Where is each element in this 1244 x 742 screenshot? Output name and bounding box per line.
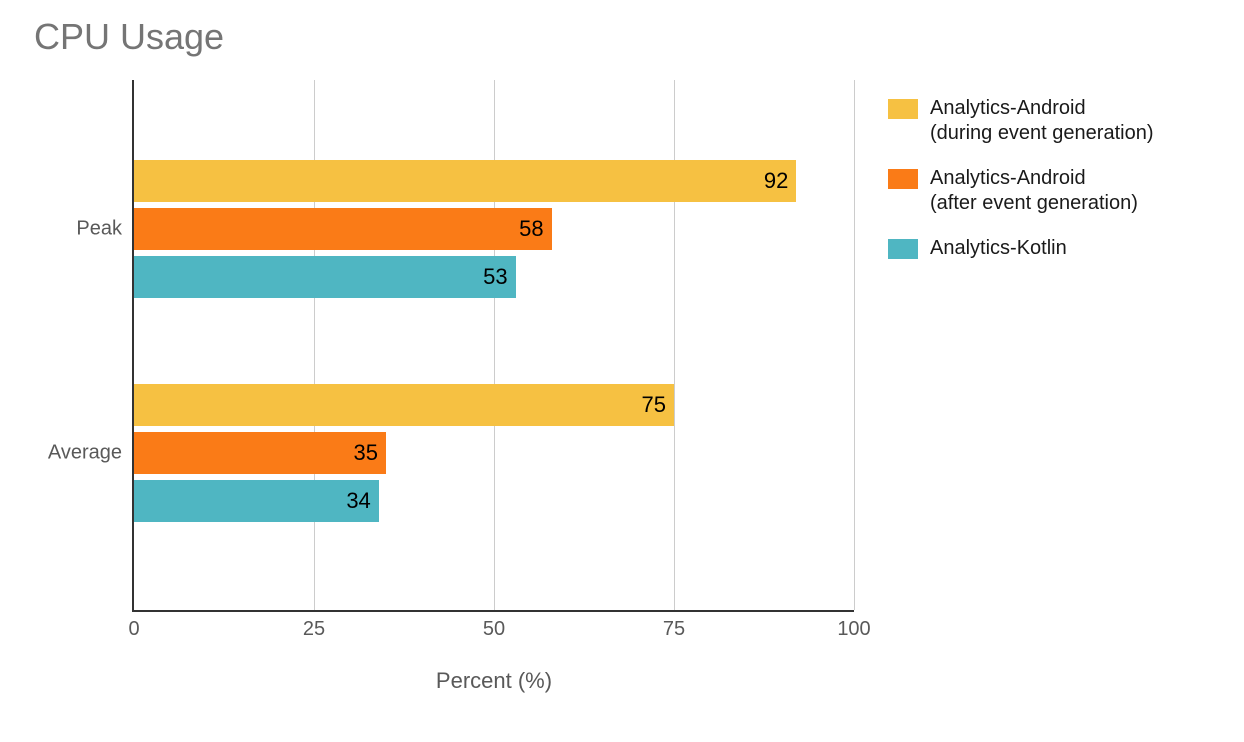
bar: 35 — [134, 432, 386, 474]
bar-value: 34 — [346, 488, 370, 514]
legend-swatch — [888, 239, 918, 259]
bar-value: 75 — [642, 392, 666, 418]
legend-label: Analytics-Android(after event generation… — [930, 166, 1138, 216]
x-tick: 75 — [663, 618, 685, 641]
x-tick: 0 — [128, 618, 139, 641]
legend-item: Analytics-Android(during event generatio… — [888, 96, 1153, 146]
legend-label: Analytics-Kotlin — [930, 236, 1067, 261]
legend-item: Analytics-Android(after event generation… — [888, 166, 1153, 216]
legend-swatch — [888, 169, 918, 189]
legend-item: Analytics-Kotlin — [888, 236, 1153, 261]
x-tick: 25 — [303, 618, 325, 641]
bar-value: 58 — [519, 216, 543, 242]
chart-title: CPU Usage — [34, 16, 224, 58]
y-tick: Average — [48, 442, 122, 465]
bar-value: 53 — [483, 264, 507, 290]
plot-area: Percent (%) 0255075100Peak925853Average7… — [132, 80, 854, 612]
legend-label: Analytics-Android(during event generatio… — [930, 96, 1153, 146]
bar: 53 — [134, 256, 516, 298]
chart-container: CPU Usage Percent (%) 0 25 50 75 100 Peak 92 58… — [0, 0, 1244, 742]
legend: Analytics-Android(during event generatio… — [888, 96, 1153, 281]
bar: 75 — [134, 384, 674, 426]
bar-value: 35 — [354, 440, 378, 466]
bar: 34 — [134, 480, 379, 522]
x-axis-label: Percent (%) — [436, 668, 552, 694]
bar: 92 — [134, 160, 796, 202]
legend-swatch — [888, 99, 918, 119]
bar: 58 — [134, 208, 552, 250]
x-tick: 50 — [483, 618, 505, 641]
y-tick: Peak — [76, 218, 122, 241]
bar-value: 92 — [764, 168, 788, 194]
gridline — [854, 80, 855, 610]
x-tick: 100 — [837, 618, 870, 641]
